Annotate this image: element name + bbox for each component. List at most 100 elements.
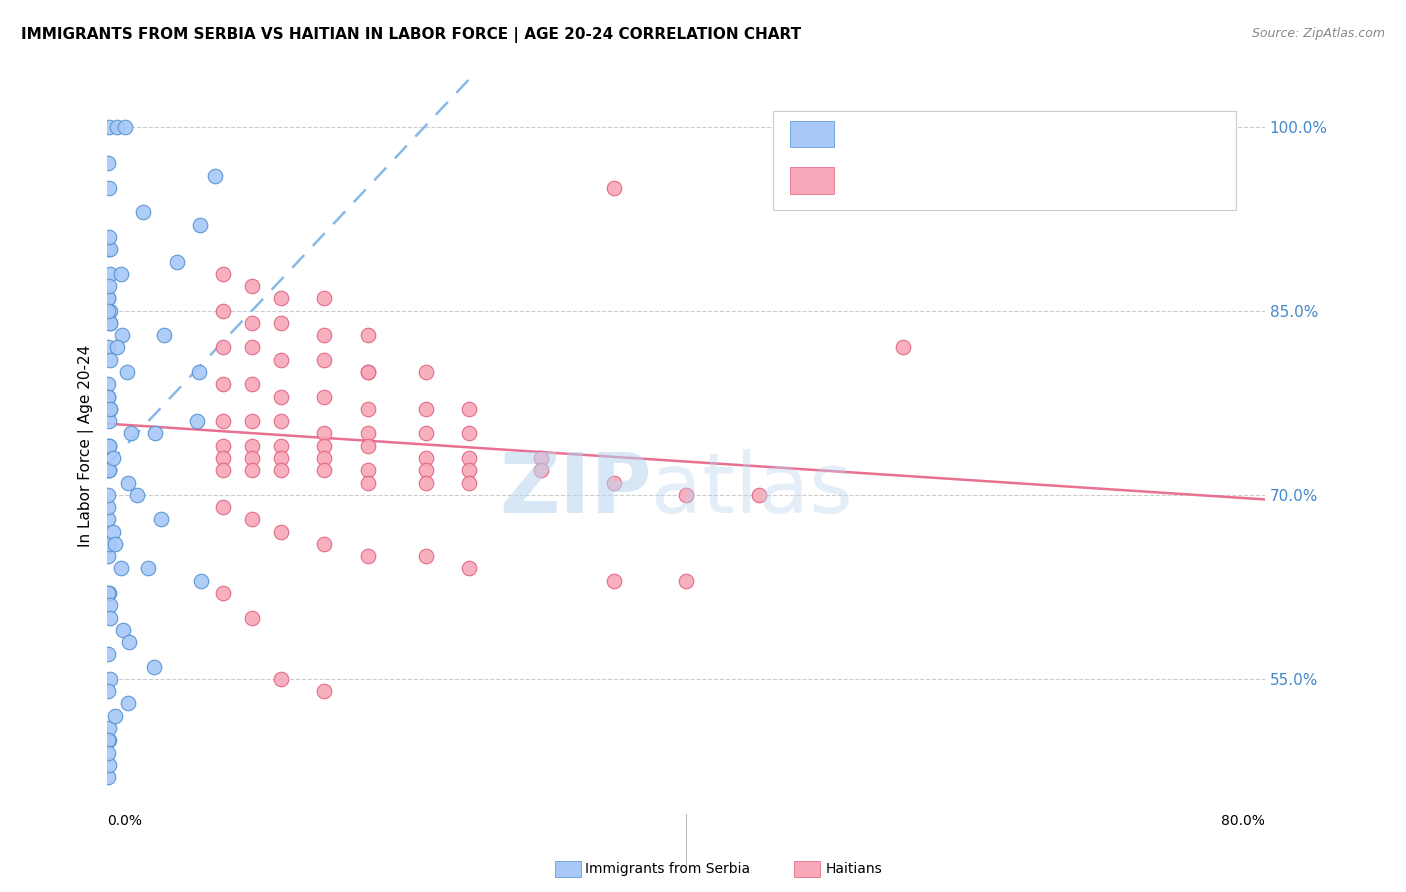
Text: R =: R = <box>852 173 882 188</box>
Point <box>97 156 120 170</box>
Point <box>212 586 235 600</box>
Point <box>357 426 380 441</box>
Point <box>270 439 292 453</box>
Point <box>98 537 121 551</box>
Point <box>97 549 120 564</box>
Point <box>357 365 380 379</box>
Point <box>98 599 121 613</box>
Point <box>98 586 121 600</box>
Point <box>97 377 120 392</box>
Point <box>97 292 120 306</box>
Point <box>98 610 121 624</box>
Point <box>136 561 159 575</box>
Point <box>104 537 127 551</box>
Point <box>270 292 292 306</box>
Point <box>458 426 481 441</box>
Point <box>270 316 292 330</box>
Point <box>107 341 129 355</box>
Point <box>240 316 263 330</box>
Point <box>530 450 553 465</box>
Point <box>314 292 336 306</box>
Point <box>97 390 120 404</box>
Y-axis label: In Labor Force | Age 20-24: In Labor Force | Age 20-24 <box>79 344 94 547</box>
Point <box>314 463 336 477</box>
Point <box>97 757 120 772</box>
Point <box>415 463 437 477</box>
Point <box>97 500 120 514</box>
Point <box>98 401 121 416</box>
Text: N =: N = <box>1039 173 1070 188</box>
Point <box>357 463 380 477</box>
Point <box>314 352 336 367</box>
Point <box>98 316 121 330</box>
Point <box>314 684 336 698</box>
Point <box>117 697 139 711</box>
Point <box>98 242 121 256</box>
Point <box>188 218 211 232</box>
Point <box>97 463 120 477</box>
Point <box>101 450 124 465</box>
Text: 71: 71 <box>1121 173 1143 188</box>
Point <box>212 500 235 514</box>
Point <box>186 414 208 428</box>
Text: Immigrants from Serbia: Immigrants from Serbia <box>585 862 749 876</box>
Point <box>112 623 135 637</box>
Point <box>212 341 235 355</box>
Point <box>530 463 553 477</box>
Point <box>415 549 437 564</box>
Point <box>270 390 292 404</box>
Point <box>357 439 380 453</box>
Point <box>675 574 697 588</box>
Point <box>415 401 437 416</box>
Point <box>204 169 226 183</box>
Text: 80.0%: 80.0% <box>1220 814 1265 828</box>
Point <box>105 120 128 134</box>
Point <box>131 205 153 219</box>
Point <box>314 439 336 453</box>
Text: Source: ZipAtlas.com: Source: ZipAtlas.com <box>1251 27 1385 40</box>
Text: IMMIGRANTS FROM SERBIA VS HAITIAN IN LABOR FORCE | AGE 20-24 CORRELATION CHART: IMMIGRANTS FROM SERBIA VS HAITIAN IN LAB… <box>21 27 801 43</box>
Point <box>98 267 121 281</box>
Point <box>270 524 292 539</box>
Point <box>152 328 174 343</box>
Point <box>98 279 121 293</box>
Point <box>314 390 336 404</box>
Point <box>97 746 120 760</box>
Point <box>98 672 121 686</box>
Text: -0.033: -0.033 <box>929 173 987 188</box>
Point <box>240 610 263 624</box>
Point <box>458 401 481 416</box>
Point <box>240 439 263 453</box>
Point <box>212 439 235 453</box>
Point <box>117 365 139 379</box>
Point <box>103 524 125 539</box>
Point <box>98 303 121 318</box>
Point <box>357 328 380 343</box>
Text: R =: R = <box>852 127 882 142</box>
Point <box>98 120 121 134</box>
Point <box>270 463 292 477</box>
Point <box>357 475 380 490</box>
Point <box>125 488 148 502</box>
Text: atlas: atlas <box>651 450 853 531</box>
Point <box>240 377 263 392</box>
Point <box>415 475 437 490</box>
Point <box>212 303 235 318</box>
Point <box>96 770 118 784</box>
FancyBboxPatch shape <box>790 168 834 194</box>
FancyBboxPatch shape <box>790 121 834 147</box>
Point <box>603 574 626 588</box>
Point <box>240 414 263 428</box>
Point <box>314 450 336 465</box>
Point <box>98 316 121 330</box>
Text: N =: N = <box>1039 127 1070 142</box>
Point <box>314 328 336 343</box>
Point <box>415 426 437 441</box>
Point <box>142 659 165 673</box>
Point <box>97 488 120 502</box>
Point <box>212 414 235 428</box>
Point <box>97 292 120 306</box>
Text: ZIP: ZIP <box>499 450 651 531</box>
Point <box>415 450 437 465</box>
Point <box>97 721 120 735</box>
